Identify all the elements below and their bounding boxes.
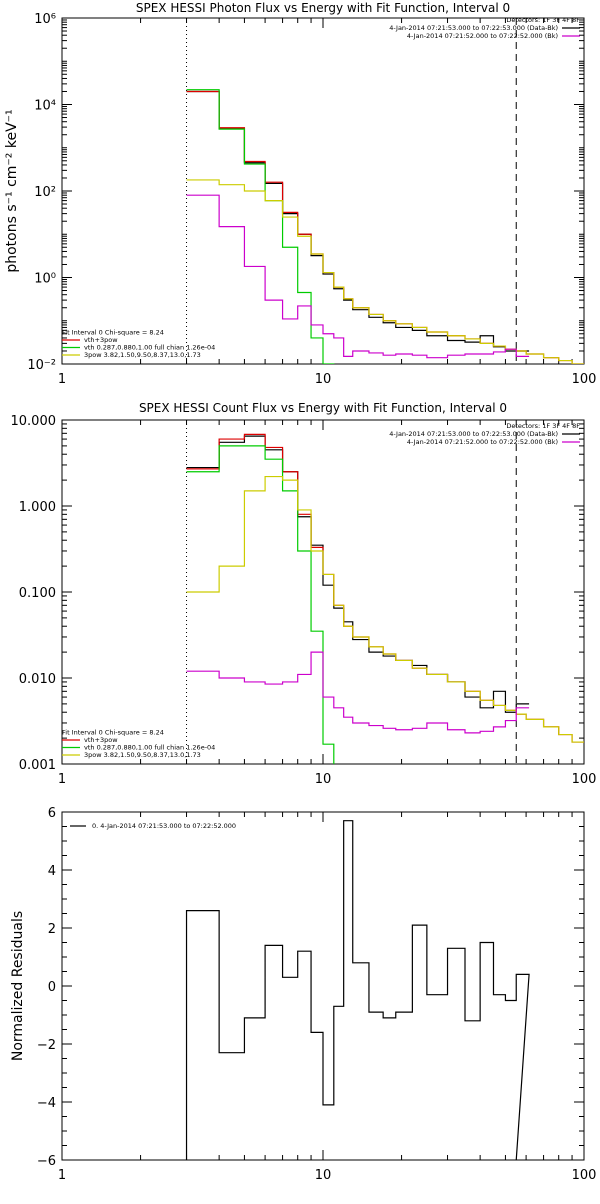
y-tick-label: −2 <box>37 1038 56 1053</box>
series-line-3 <box>186 475 584 743</box>
plot-area <box>185 820 530 1160</box>
fit-legend-entry: Fit Interval 0 Chi-square = 8.24 <box>62 729 164 737</box>
legend-entry: 4-Jan-2014 07:21:52.000 to 07:22:52.000 … <box>407 438 558 446</box>
y-tick-label: 0 <box>48 980 56 995</box>
fit-legend-entry: vth+3pow <box>84 336 118 344</box>
residuals-panel: 1 10 100 −6 −4 −2 0 2 4 6 Normalized Residuals 0. 4… <box>10 806 596 1183</box>
plot-frame <box>61 17 585 365</box>
series-line-0 <box>185 820 530 1160</box>
y-tick-label: 0.001 <box>19 758 56 773</box>
legend-entry: 4-Jan-2014 07:21:53.000 to 07:22:53.000 … <box>389 430 558 438</box>
plot-frame <box>61 811 585 1161</box>
legend-entry: 4-Jan-2014 07:21:52.000 to 07:22:52.000 … <box>407 32 558 40</box>
y-axis-label: Normalized Residuals <box>10 911 26 1061</box>
y-tick-label: 10² <box>34 185 56 200</box>
x-tick-label: 100 <box>572 772 597 787</box>
x-tick-label: 100 <box>572 1168 597 1183</box>
y-axis-label: photons s⁻¹ cm⁻² keV⁻¹ <box>4 109 20 272</box>
y-tick-label: 10⁰ <box>34 272 56 287</box>
x-tick-label: 10 <box>315 772 332 787</box>
series-line-4 <box>186 194 530 359</box>
y-tick-label: 4 <box>48 864 56 879</box>
fit-legend-entry: vth 0.287,0.880,1.00 full chian 1.26e-04 <box>84 344 215 352</box>
chart-title: SPEX HESSI Count Flux vs Energy with Fit… <box>139 401 507 415</box>
chart-title: SPEX HESSI Photon Flux vs Energy with Fi… <box>136 1 510 15</box>
series-line-2 <box>186 89 335 364</box>
x-tick-label: 100 <box>572 372 597 387</box>
series-line-1 <box>186 433 584 743</box>
legend-entry: Detectors: 1F 3F 4F 8F <box>506 422 580 430</box>
plot-area <box>186 89 584 364</box>
y-tick-label: −4 <box>37 1096 56 1111</box>
x-tick-label: 1 <box>58 772 66 787</box>
y-tick-label: 0.100 <box>19 586 56 601</box>
x-tick-label: 1 <box>58 372 66 387</box>
x-tick-label: 1 <box>58 1168 66 1183</box>
legend-entry: 0. 4-Jan-2014 07:21:53.000 to 07:22:52.0… <box>92 822 236 830</box>
y-tick-label: 1.000 <box>19 500 56 515</box>
fit-legend-entry: vth 0.287,0.880,1.00 full chian 1.26e-04 <box>84 744 215 752</box>
fit-legend-entry: 3pow 3.82,1.50,9.50,8.37,13.0,1.73 <box>84 751 201 759</box>
y-tick-label: 0.010 <box>19 672 56 687</box>
legend-entry: Detectors: 1F 3F 4F 8F <box>506 16 580 24</box>
fit-legend-entry: Fit Interval 0 Chi-square = 8.24 <box>62 329 164 337</box>
y-tick-label: 10⁶ <box>34 12 56 27</box>
y-tick-label: 10⁻² <box>27 358 56 373</box>
x-tick-label: 10 <box>315 372 332 387</box>
y-tick-label: 6 <box>48 806 56 821</box>
y-tick-label: 2 <box>48 922 56 937</box>
series-line-2 <box>186 445 335 764</box>
y-tick-label: −6 <box>37 1154 56 1169</box>
y-tick-label: 10⁴ <box>34 99 56 114</box>
series-line-0 <box>186 435 530 713</box>
series-line-3 <box>186 179 584 364</box>
legend-entry: 4-Jan-2014 07:21:53.000 to 07:22:53.000 … <box>389 24 558 32</box>
fit-legend-entry: vth+3pow <box>84 736 118 744</box>
x-tick-label: 10 <box>315 1168 332 1183</box>
count-flux-panel: SPEX HESSI Count Flux vs Energy with Fit… <box>11 401 597 787</box>
fit-legend-entry: 3pow 3.82,1.50,9.50,8.37,13.0,1.73 <box>84 351 201 359</box>
series-line-0 <box>186 90 530 352</box>
y-tick-label: 10.000 <box>11 414 57 429</box>
plot-area <box>186 433 584 764</box>
photon-flux-panel: SPEX HESSI Photon Flux vs Energy with Fi… <box>4 1 596 387</box>
series-line-4 <box>186 651 530 734</box>
